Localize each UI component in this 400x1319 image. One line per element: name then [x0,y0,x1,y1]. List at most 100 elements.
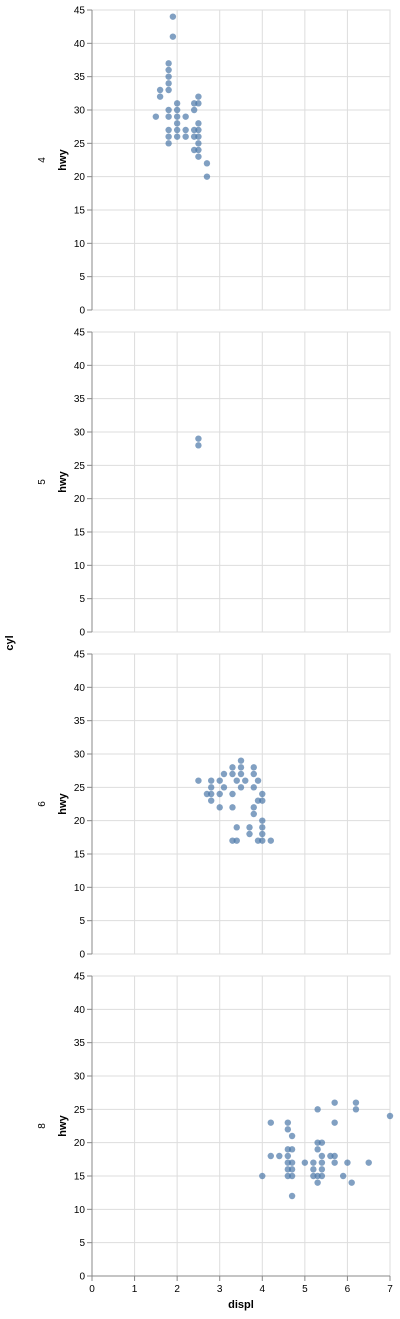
panel-frame [91,975,391,1277]
panel-frame [91,9,391,311]
data-point [169,13,177,20]
y-tick-label: 20 [74,1138,86,1149]
data-point [284,1126,292,1133]
data-point [259,790,266,798]
y-tick-label: 10 [74,239,86,250]
y-tick-label: 10 [74,561,86,572]
data-point [165,113,172,120]
data-point [288,1132,296,1140]
facet-label: 6 [37,801,48,807]
data-point [229,764,236,771]
facet-title: cyl [4,635,16,650]
data-point [216,777,223,784]
y-tick-label: 10 [74,1205,86,1216]
y-tick-label: 30 [74,106,86,117]
x-tick-label: 2 [174,1284,180,1295]
y-tick-label: 0 [79,950,85,961]
data-point [165,73,172,80]
data-point [259,837,266,844]
data-point [173,106,181,114]
y-tick-label: 5 [79,272,85,283]
data-point [314,1106,321,1113]
data-point [233,777,240,784]
x-axis-title: displ [228,1299,254,1311]
data-point [331,1119,338,1126]
data-point [237,764,245,771]
data-point [195,435,202,442]
data-point [246,824,253,831]
data-point [195,146,202,154]
data-point [288,1159,296,1166]
data-point [165,106,172,114]
y-tick-label: 0 [79,306,85,317]
data-point [250,804,257,811]
data-point [195,442,202,449]
y-tick-label: 35 [74,716,86,727]
data-point [208,790,215,798]
y-axis-title: hwy [57,792,69,814]
data-point [195,93,202,100]
data-point [229,770,236,778]
data-point [250,810,257,818]
data-point [348,1179,355,1186]
data-point [259,1172,266,1180]
y-tick-label: 30 [74,428,86,439]
data-point [203,173,211,180]
data-point [331,1152,338,1160]
y-tick-label: 15 [74,206,86,217]
data-point [165,66,172,74]
data-point [195,126,202,134]
data-point [182,133,189,140]
data-point [208,784,215,791]
y-tick-label: 5 [79,916,85,927]
data-point [229,804,236,811]
panel-frame [91,653,391,955]
y-tick-label: 15 [74,850,86,861]
data-point [195,100,202,107]
data-point [246,830,253,838]
y-tick-label: 5 [79,594,85,605]
data-point [220,784,228,791]
data-point [195,153,202,160]
y-tick-label: 40 [74,683,86,694]
data-point [318,1166,326,1173]
panel-frame [91,331,391,633]
y-tick-label: 20 [74,172,86,183]
facet-label: 4 [37,157,48,163]
data-point [301,1159,309,1166]
y-tick-label: 30 [74,1072,86,1083]
y-tick-label: 20 [74,816,86,827]
y-tick-label: 15 [74,528,86,539]
y-axis-title: hwy [57,470,69,492]
data-point [165,86,172,94]
data-point [318,1139,326,1146]
data-point [318,1172,326,1180]
data-point [165,140,172,147]
data-point [237,784,245,791]
data-point [344,1159,351,1166]
data-point [195,777,202,784]
data-point [216,790,223,798]
y-axis-title: hwy [57,1114,69,1136]
y-tick-label: 40 [74,39,86,50]
data-point [173,126,181,134]
data-point [165,126,172,134]
data-point [182,113,189,120]
data-point [386,1112,394,1120]
data-point [208,797,215,804]
y-tick-label: 25 [74,1105,86,1116]
data-point [352,1099,360,1106]
data-point [152,113,160,120]
y-tick-label: 45 [74,328,86,339]
data-point [233,824,240,831]
data-point [318,1152,326,1160]
x-tick-label: 6 [345,1284,351,1295]
data-point [165,60,172,67]
data-point [254,777,262,784]
data-point [267,837,274,844]
data-point [165,133,172,140]
data-point [288,1166,296,1173]
x-tick-label: 0 [89,1284,95,1295]
data-point [288,1146,296,1153]
data-point [233,837,240,844]
